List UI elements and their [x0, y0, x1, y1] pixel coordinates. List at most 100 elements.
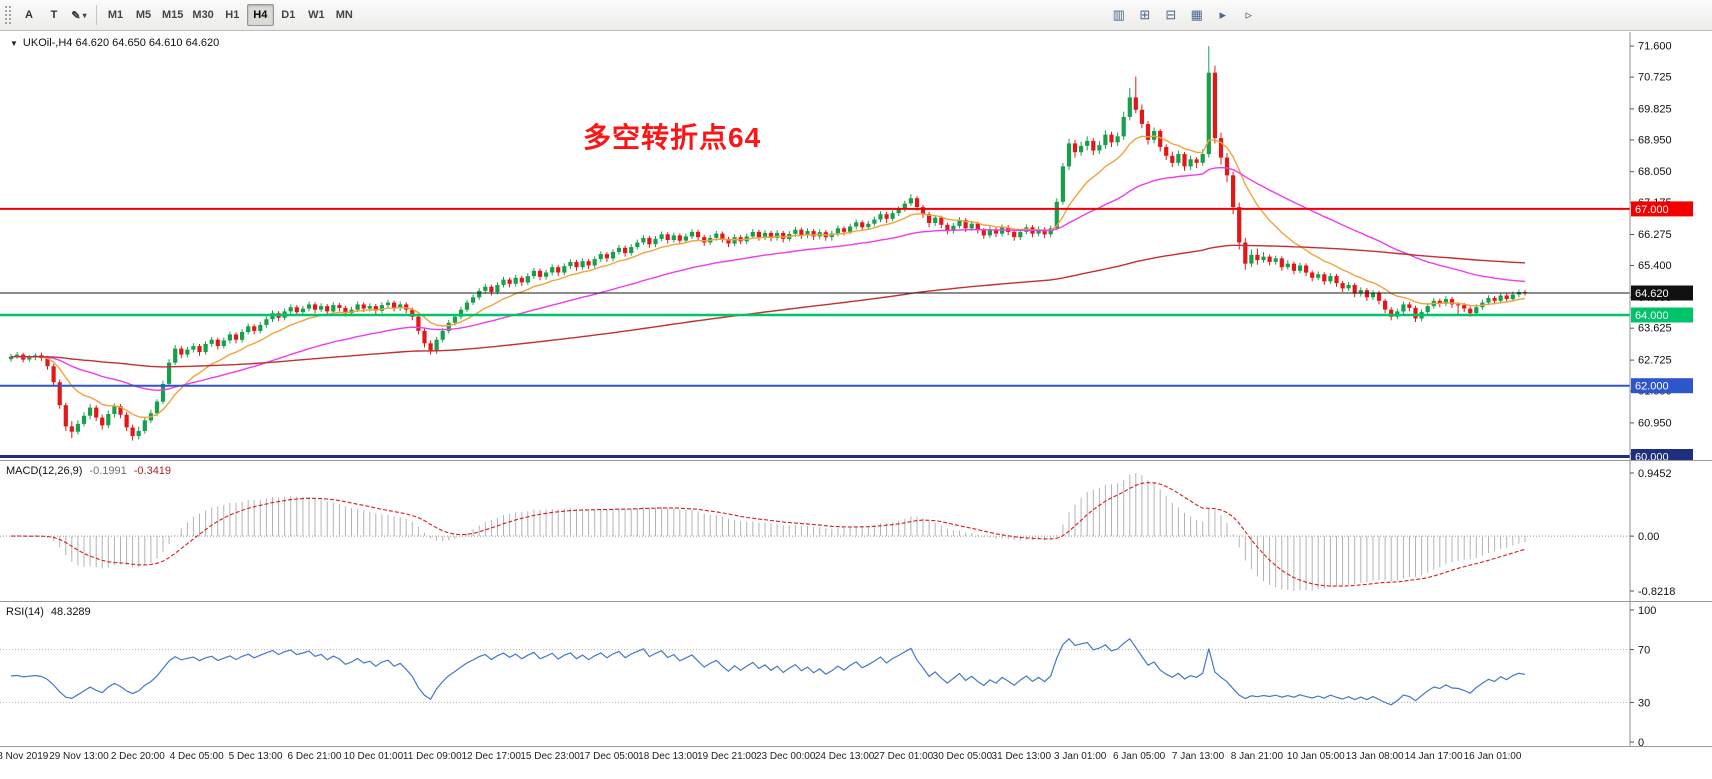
time-label: 18 Dec 13:00 — [638, 751, 698, 762]
price-scale: 71.60070.72569.82568.95068.05067.17566.2… — [1629, 32, 1693, 461]
time-label: 31 Dec 13:00 — [991, 751, 1052, 762]
timeframe-mn-button[interactable]: MN — [331, 4, 358, 26]
pencil-icon: ✎ — [71, 9, 81, 22]
chart-annotation-text: 多空转折点64 — [583, 122, 762, 153]
svg-text:-0.8218: -0.8218 — [1638, 586, 1675, 598]
time-label: 19 Dec 21:00 — [697, 751, 757, 762]
time-label: 15 Dec 23:00 — [520, 751, 580, 762]
timeframe-d1-button[interactable]: D1 — [275, 4, 302, 26]
time-label: 5 Dec 13:00 — [228, 751, 283, 762]
zoom-out-icon[interactable]: ⊟ — [1159, 4, 1183, 26]
svg-text:66.275: 66.275 — [1638, 229, 1672, 241]
horizontal-levels-layer — [0, 207, 1630, 458]
macd-label: MACD(12,26,9) -0.1991 -0.3419 — [6, 465, 171, 477]
svg-text:71.600: 71.600 — [1638, 41, 1672, 53]
svg-text:69.825: 69.825 — [1638, 103, 1672, 115]
time-label: 6 Dec 21:00 — [287, 751, 342, 762]
svg-text:62.000: 62.000 — [1635, 381, 1669, 393]
timeframe-h1-button[interactable]: H1 — [219, 4, 246, 26]
rsi-panel[interactable]: 100 70 30 0 RSI(14) 48.3289 — [0, 601, 1712, 746]
svg-text:0.00: 0.00 — [1638, 531, 1659, 543]
ma-slow — [11, 244, 1526, 368]
price-chart-panel[interactable]: 71.60070.72569.82568.95068.05067.17566.2… — [0, 32, 1712, 460]
timeframe-m15-button[interactable]: M15 — [158, 4, 187, 26]
chevron-down-icon: ▾ — [82, 10, 87, 20]
time-label: 10 Jan 05:00 — [1286, 751, 1345, 762]
time-label: 17 Dec 05:00 — [579, 751, 639, 762]
text-tool-button[interactable]: T — [42, 4, 66, 26]
timeframe-m5-button[interactable]: M5 — [130, 4, 157, 26]
time-label: 28 Nov 2019 — [0, 751, 49, 762]
svg-text:68.050: 68.050 — [1638, 166, 1672, 178]
svg-text:100: 100 — [1638, 605, 1656, 617]
svg-text:64.620: 64.620 — [1635, 288, 1669, 300]
time-label: 24 Dec 13:00 — [814, 751, 875, 762]
macd-signal-line — [10, 482, 1526, 587]
chart-shift-icon[interactable]: ▹ — [1237, 4, 1261, 26]
timeframe-group: M1 M5 M15 M30 H1 H4 D1 W1 MN — [102, 4, 358, 26]
time-label: 8 Jan 21:00 — [1230, 751, 1284, 762]
time-label: 11 Dec 09:00 — [402, 751, 462, 762]
time-label: 27 Dec 01:00 — [873, 751, 934, 762]
draw-tools-button[interactable]: ✎ ▾ — [67, 4, 91, 26]
rsi-label: RSI(14) 48.3289 — [6, 606, 91, 618]
symbol-dropdown-icon[interactable]: ▼ — [10, 38, 18, 48]
timeframe-m30-button[interactable]: M30 — [188, 4, 217, 26]
time-label: 23 Dec 00:00 — [755, 751, 816, 762]
price-chart[interactable]: 71.60070.72569.82568.95068.05067.17566.2… — [0, 32, 1712, 460]
timeframe-h4-button[interactable]: H4 — [246, 4, 274, 26]
toolbar-separator — [96, 5, 97, 25]
auto-scroll-icon[interactable]: ▸ — [1211, 4, 1235, 26]
macd-signal-value: -0.3419 — [133, 465, 172, 477]
time-label: 16 Jan 01:00 — [1463, 751, 1522, 762]
timeframe-m1-button[interactable]: M1 — [102, 4, 129, 26]
timeframe-w1-button[interactable]: W1 — [303, 4, 330, 26]
svg-text:0.9452: 0.9452 — [1638, 468, 1672, 480]
zoom-in-icon[interactable]: ⊞ — [1133, 4, 1157, 26]
candlestick-chart-icon[interactable]: ▥ — [1107, 4, 1131, 26]
chart-tools-group: ▥ ⊞ ⊟ ▦ ▸ ▹ — [1107, 4, 1261, 26]
time-label: 12 Dec 17:00 — [461, 751, 521, 762]
rsi-name: RSI(14) — [6, 606, 44, 618]
macd-main-value: -0.1991 — [89, 465, 127, 477]
svg-text:64.000: 64.000 — [1635, 310, 1669, 322]
time-label: 4 Dec 05:00 — [169, 751, 224, 762]
time-label: 7 Jan 13:00 — [1171, 751, 1225, 762]
svg-text:60.950: 60.950 — [1638, 417, 1672, 429]
time-label: 2 Dec 20:00 — [110, 751, 165, 762]
macd-histogram — [16, 473, 1526, 591]
rsi-line — [10, 637, 1526, 706]
svg-text:70.725: 70.725 — [1638, 72, 1672, 84]
ma-mid — [10, 166, 1526, 392]
svg-text:70: 70 — [1638, 645, 1650, 657]
font-style-a-button[interactable]: A — [17, 4, 41, 26]
svg-text:63.625: 63.625 — [1638, 323, 1672, 335]
rsi-chart[interactable]: 100 70 30 0 — [0, 602, 1712, 746]
time-label: 29 Nov 13:00 — [49, 751, 109, 762]
symbol-ohlc-text: UKOil-,H4 64.620 64.650 64.610 64.620 — [22, 37, 220, 49]
time-label: 30 Dec 05:00 — [932, 751, 993, 762]
toolbar: A T ✎ ▾ M1 M5 M15 M30 H1 H4 D1 W1 MN ▥ ⊞ ⊟ ▦ ▸ ▹ — [0, 0, 1712, 31]
candles-layer — [8, 46, 1528, 441]
time-label: 3 Jan 01:00 — [1054, 751, 1107, 762]
time-label: 6 Jan 05:00 — [1112, 751, 1166, 762]
time-label: 14 Jan 17:00 — [1404, 751, 1463, 762]
svg-text:0: 0 — [1638, 737, 1644, 746]
rsi-value: 48.3289 — [50, 606, 91, 618]
svg-text:68.950: 68.950 — [1638, 134, 1672, 146]
tile-windows-icon[interactable]: ▦ — [1185, 4, 1209, 26]
macd-name: MACD(12,26,9) — [6, 465, 83, 477]
svg-text:67.000: 67.000 — [1635, 204, 1669, 216]
macd-chart[interactable]: 0.9452 0.00 -0.8218 — [0, 461, 1712, 601]
svg-text:60.000: 60.000 — [1635, 452, 1669, 461]
moving-averages-layer — [10, 135, 1526, 419]
svg-text:62.725: 62.725 — [1638, 355, 1672, 367]
toolbar-grip[interactable] — [4, 5, 11, 25]
svg-text:30: 30 — [1638, 697, 1650, 709]
macd-panel[interactable]: 0.9452 0.00 -0.8218 MACD(12,26,9) -0.1991 … — [0, 460, 1712, 601]
svg-text:65.400: 65.400 — [1638, 260, 1672, 272]
time-label: 10 Dec 01:00 — [343, 751, 404, 762]
symbol-ohlc-readout: ▼ UKOil-,H4 64.620 64.650 64.610 64.620 — [10, 37, 219, 49]
